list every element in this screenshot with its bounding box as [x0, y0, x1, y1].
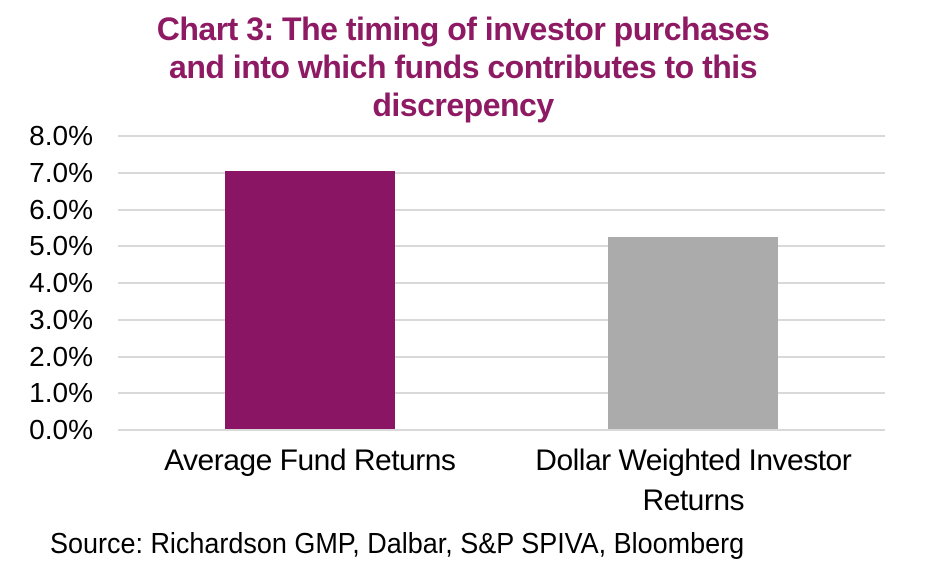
gridline	[118, 392, 885, 395]
y-tick-label: 4.0%	[29, 267, 93, 298]
gridline	[118, 245, 885, 248]
bar-dollar-weighted-investor-returns	[608, 237, 779, 430]
source-note: Source: Richardson GMP, Dalbar, S&P SPIV…	[50, 528, 745, 560]
chart-title: Chart 3: The timing of investor purchase…	[156, 11, 770, 123]
x-category-label: Dollar Weighted Investor Returns	[535, 444, 852, 517]
y-tick-label: 2.0%	[29, 340, 93, 372]
gridline	[118, 135, 885, 137]
gridline	[118, 355, 885, 358]
x-axis-line	[118, 429, 885, 431]
y-tick-label: 5.0%	[29, 230, 93, 262]
gridline	[118, 208, 885, 211]
x-category-label: Average Fund Returns	[164, 444, 456, 477]
y-tick-label: 7.0%	[29, 156, 93, 188]
plot-area	[118, 135, 885, 431]
gridline	[118, 318, 885, 321]
y-tick-label: 1.0%	[29, 377, 93, 409]
y-tick-label: 0.0%	[29, 414, 93, 445]
y-tick-label: 6.0%	[29, 193, 93, 225]
gridline	[118, 171, 885, 174]
y-tick-label: 8.0%	[29, 120, 93, 151]
y-tick-label: 3.0%	[29, 303, 93, 335]
gridline	[118, 282, 885, 284]
bar-average-fund-returns	[224, 170, 395, 430]
